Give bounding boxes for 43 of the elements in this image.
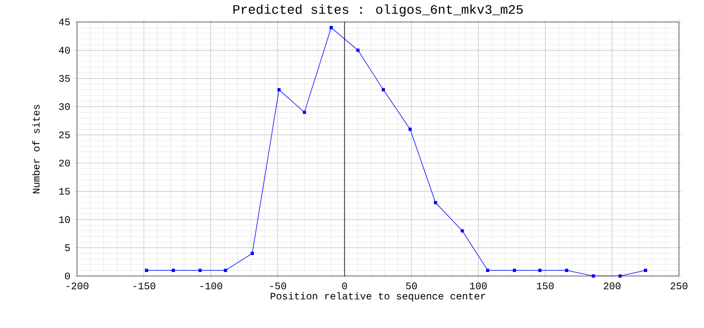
x-tick-label: -150	[134, 282, 156, 290]
y-tick-label: 40	[58, 46, 70, 54]
point	[172, 268, 175, 272]
y-tick-label: 25	[59, 131, 70, 138]
y-tick-label: 15	[59, 188, 70, 195]
point	[198, 268, 202, 272]
y-axis-title: Number of sites	[32, 104, 40, 194]
point	[144, 268, 148, 272]
x-tick-label: 50	[406, 282, 417, 290]
y-tick-label: 5	[65, 244, 70, 252]
x-tick-label: 0	[342, 282, 347, 290]
point	[565, 268, 568, 272]
y-tick-label: 20	[59, 160, 70, 166]
x-axis-title: Position relative to sequence center	[270, 292, 486, 302]
point	[512, 268, 516, 272]
chart-title: Predicted sites : oligos_6nt_mkv3_m25	[233, 4, 523, 16]
y-tick-label: 10	[59, 216, 70, 223]
point	[618, 274, 622, 278]
x-tick-label: 200	[604, 282, 620, 290]
x-tick-label: -100	[200, 282, 222, 290]
point	[224, 268, 228, 272]
y-tick-label: 45	[58, 18, 70, 26]
point	[592, 274, 595, 278]
x-tick-label: 100	[470, 282, 487, 290]
point	[330, 26, 333, 30]
point	[250, 252, 254, 256]
point	[302, 110, 306, 114]
point	[486, 268, 490, 272]
point	[538, 268, 542, 272]
y-tick-label: 35	[59, 75, 70, 82]
point	[277, 88, 281, 92]
point	[434, 201, 438, 204]
point	[644, 268, 648, 272]
point	[460, 229, 464, 232]
point	[408, 128, 412, 131]
x-tick-label: 150	[536, 282, 554, 290]
y-tick-label: 0	[65, 272, 70, 280]
x-tick-label: -200	[66, 282, 88, 290]
x-tick-label: 250	[670, 282, 688, 290]
point	[382, 88, 385, 92]
point	[356, 48, 360, 52]
x-tick-label: -50	[270, 282, 286, 290]
y-tick-label: 30	[59, 103, 70, 110]
